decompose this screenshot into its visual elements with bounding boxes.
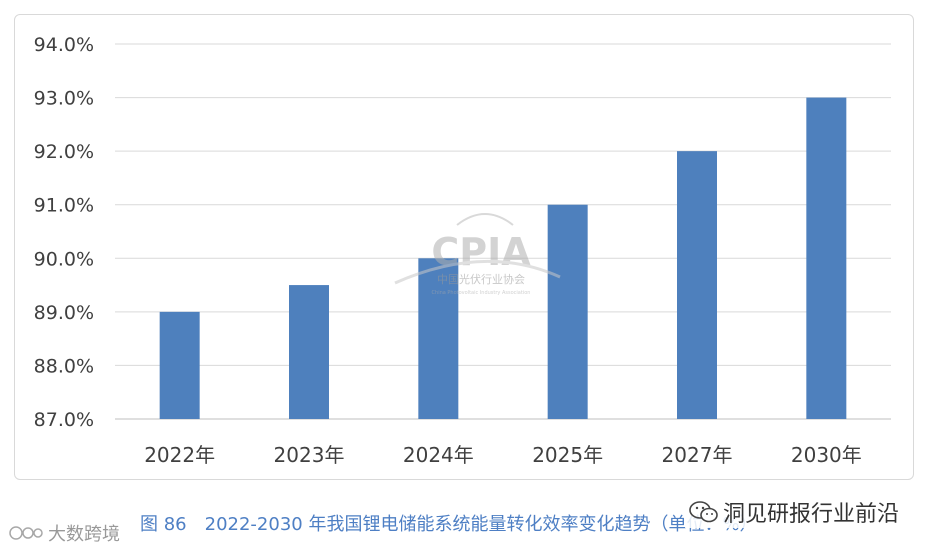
y-tick-label: 90.0% [34,248,94,270]
y-tick-label: 92.0% [34,141,94,163]
brand-logo-icon [9,526,43,540]
bars [159,97,847,420]
cpia-logo-cn: 中国光伏行业协会 [437,272,525,286]
bar [677,151,717,419]
sun-arc-icon [456,213,514,226]
y-axis-tick-labels: 87.0% 88.0% 89.0% 90.0% 91.0% 92.0% 93.0% 94.0% [34,34,94,431]
bottom-left-watermark: 大数跨境 [8,520,120,546]
y-tick-label: 87.0% [34,409,94,431]
x-axis-tick-labels: 2022年 2023年 2024年 2025年 2027年 2030年 [144,443,862,467]
y-tick-label: 91.0% [34,195,94,217]
y-tick-label: 94.0% [34,34,94,56]
x-tick-label: 2024年 [403,443,474,467]
bar [418,258,459,419]
x-tick-label: 2023年 [274,443,345,467]
y-tick-label: 89.0% [34,302,94,324]
bar [289,285,329,419]
cpia-logo-en: China Photovoltaic Industry Association [432,290,531,296]
cpia-logo-watermark: CPIA 中国光伏行业协会 China Photovoltaic Industr… [394,213,561,296]
bar [547,204,588,419]
y-tick-label: 88.0% [34,355,94,377]
chart-frame: 87.0% 88.0% 89.0% 90.0% 91.0% 92.0% 93.0% 94.0%… [14,14,914,480]
figure-caption: 图 86 2022-2030 年我国锂电储能系统能量转化效率变化趋势（单位：%） [140,514,758,535]
bar [806,97,847,420]
x-tick-label: 2022年 [144,443,215,467]
x-tick-label: 2030年 [791,443,862,467]
bar [159,311,200,419]
y-tick-label: 93.0% [34,88,94,110]
x-tick-label: 2025年 [532,443,603,467]
wechat-icon [689,501,718,523]
bottom-left-watermark-text: 大数跨境 [48,524,120,545]
wechat-account-name: 洞见研报行业前沿 [723,502,900,527]
wechat-watermark: 洞见研报行业前沿 [685,496,904,528]
bar-chart: 87.0% 88.0% 89.0% 90.0% 91.0% 92.0% 93.0% 94.0%… [34,34,891,467]
swoosh-icon [394,259,561,285]
grid-lines [115,43,891,420]
x-tick-label: 2027年 [662,443,733,467]
